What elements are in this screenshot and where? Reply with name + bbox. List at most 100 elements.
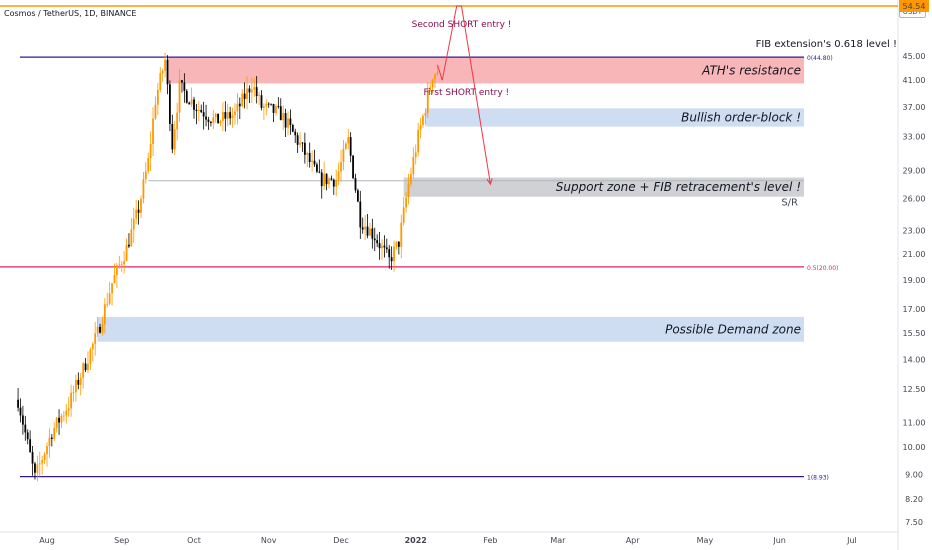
candle-body [243, 93, 246, 99]
candle-body [400, 222, 403, 247]
x-tick-label: Sep [114, 536, 129, 545]
candle-body [55, 417, 58, 428]
candle-body [176, 112, 179, 130]
candle-body [234, 111, 236, 116]
candle-body [195, 109, 198, 111]
candle-body [258, 95, 260, 97]
candle-body [299, 142, 301, 145]
candle-body [364, 226, 367, 230]
candle-body [246, 88, 248, 99]
candle-body [36, 464, 39, 473]
candle-body [103, 304, 106, 325]
candle-body [426, 90, 429, 113]
candle-body [142, 179, 145, 199]
candle-body [207, 119, 210, 122]
symbol-title: Cosmos / TetherUS, 1D, BINANCE [4, 9, 137, 18]
candle-body [238, 103, 241, 107]
candle-body [277, 106, 280, 107]
y-tick-label: 45.00 [903, 52, 926, 61]
candle-body [130, 229, 133, 247]
candle-body [169, 84, 171, 124]
candle-body [29, 439, 32, 453]
candle-body [424, 112, 427, 116]
candle-body [144, 171, 147, 180]
sr-label: S/R [781, 198, 798, 209]
candle-body [250, 89, 253, 93]
y-tick-label: 41.00 [903, 76, 926, 85]
candle-body [135, 209, 138, 219]
candle-body [419, 125, 422, 130]
candle-body [248, 88, 251, 93]
projection-path [436, 5, 491, 185]
candle-body [132, 218, 135, 230]
candle-body [316, 164, 318, 172]
y-tick-label: 23.00 [903, 227, 926, 236]
candle-body [354, 178, 357, 191]
candle-body [311, 160, 313, 163]
candle-body [65, 410, 68, 416]
x-tick-label: 2022 [405, 536, 427, 545]
candle-body [24, 424, 27, 433]
y-tick-label: 19.00 [903, 276, 926, 285]
candle-body [200, 109, 203, 113]
candle-body [171, 123, 174, 150]
candle-body [381, 245, 383, 249]
candle-body [412, 157, 415, 175]
candle-body [417, 129, 420, 153]
candle-body [217, 113, 220, 124]
candle-body [303, 142, 306, 155]
candle-body [87, 364, 89, 371]
candle-body [26, 432, 29, 440]
candle-body [111, 283, 113, 294]
candle-body [77, 379, 80, 385]
candle-body [197, 109, 200, 111]
candle-body [342, 149, 345, 163]
candle-body [149, 143, 152, 158]
candle-body [113, 275, 116, 284]
y-tick-label: 15.50 [903, 329, 926, 338]
candle-body [395, 241, 398, 247]
candle-body [31, 452, 34, 464]
y-tick-label: 14.00 [903, 356, 926, 365]
candle-body [282, 113, 285, 121]
candle-body [212, 117, 215, 123]
candle-body [289, 118, 292, 126]
zone-rect [167, 57, 804, 84]
last-price-label: 54.54 [903, 2, 926, 11]
zone-rect [97, 316, 805, 342]
candle-body [405, 197, 407, 208]
candle-body [128, 244, 130, 247]
candle-body [356, 190, 359, 202]
candle-body [17, 399, 19, 408]
candle-body [318, 171, 321, 173]
candle-body [22, 415, 24, 425]
candle-body [422, 115, 424, 126]
candle-body [390, 257, 393, 262]
candle-body [361, 227, 364, 230]
x-tick-label: May [697, 536, 714, 545]
candle-body [75, 379, 77, 393]
y-tick-label: 7.50 [905, 518, 923, 527]
candle-body [123, 260, 126, 265]
candle-body [236, 103, 239, 112]
candle-body [301, 142, 304, 144]
fib-level-label: 1(8.93) [807, 475, 829, 482]
candle-body [352, 155, 354, 179]
candle-body [164, 59, 166, 71]
candle-body [173, 129, 176, 150]
candle-body [72, 392, 75, 394]
candle-body [137, 209, 140, 213]
candle-body [347, 137, 350, 144]
candle-body [231, 115, 234, 119]
candle-body [46, 446, 48, 455]
candle-body [79, 377, 82, 385]
candle-body [185, 90, 188, 103]
candle-body [378, 243, 381, 249]
candle-body [222, 112, 224, 121]
candle-body [115, 265, 118, 276]
candle-body [323, 173, 326, 187]
candle-body [253, 87, 256, 90]
candle-body [296, 135, 299, 145]
candle-body [287, 118, 289, 128]
